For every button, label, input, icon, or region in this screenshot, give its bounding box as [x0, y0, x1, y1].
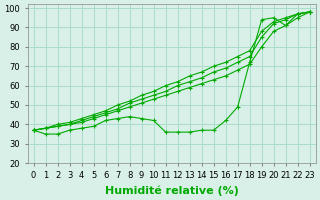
- X-axis label: Humidité relative (%): Humidité relative (%): [105, 185, 238, 196]
